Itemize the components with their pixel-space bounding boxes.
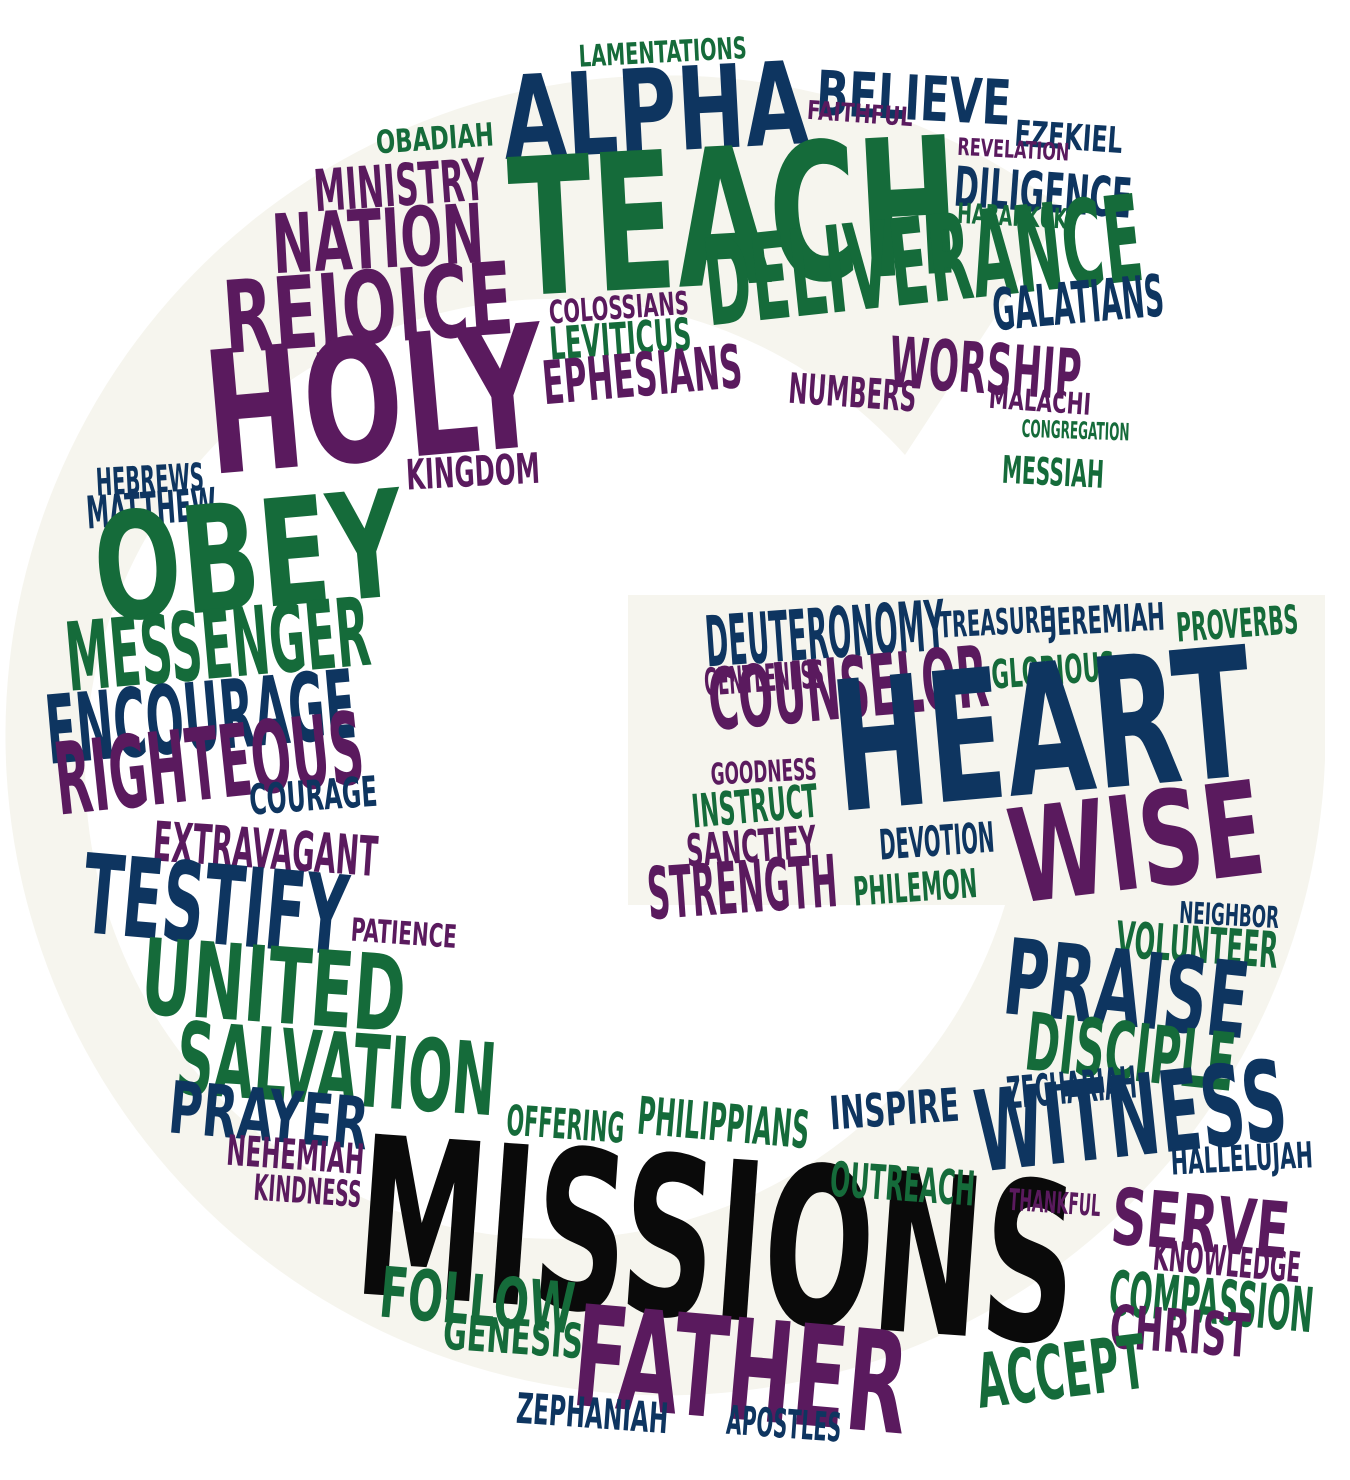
- word-courage: COURAGE: [248, 771, 379, 822]
- word-galatians: GALATIANS: [990, 267, 1166, 340]
- word-genesis: GENESIS: [442, 1308, 585, 1366]
- word-apostles: APOSTLES: [725, 1400, 843, 1448]
- word-ephesians: EPHESIANS: [540, 338, 745, 415]
- word-messiah: MESSIAH: [1001, 452, 1105, 495]
- word-kindness: KINDNESS: [252, 1170, 362, 1213]
- word-hallelujah: HALLELUJAH: [1170, 1138, 1314, 1181]
- word-malachi: MALACHI: [988, 383, 1092, 420]
- word-thankful: THANKFUL: [1008, 1185, 1102, 1221]
- word-strength: STRENGTH: [645, 847, 840, 932]
- word-zephaniah: ZEPHANIAH: [515, 1388, 670, 1440]
- word-devotion: DEVOTION: [878, 817, 996, 867]
- word-numbers: NUMBERS: [787, 368, 918, 419]
- word-congregation: CONGREGATION: [1021, 418, 1130, 446]
- word-accept: ACCEPT: [972, 1324, 1150, 1419]
- word-kingdom: KINGDOM: [405, 448, 541, 497]
- word-philemon: PHILEMON: [852, 863, 979, 912]
- word-outreach: OUTREACH: [829, 1155, 977, 1213]
